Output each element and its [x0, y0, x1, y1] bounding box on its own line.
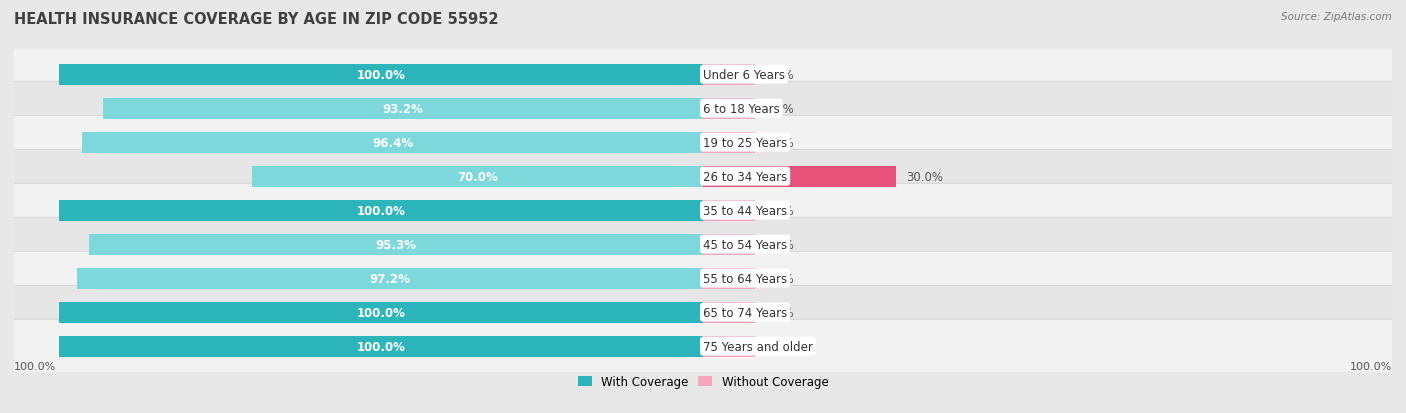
Bar: [252, 166, 703, 187]
FancyBboxPatch shape: [13, 285, 1393, 339]
Text: 35 to 44 Years: 35 to 44 Years: [703, 204, 787, 217]
Text: 30.0%: 30.0%: [905, 170, 943, 183]
Text: 2.8%: 2.8%: [765, 272, 794, 285]
Bar: [703, 268, 755, 289]
FancyBboxPatch shape: [13, 320, 1393, 373]
Text: 100.0%: 100.0%: [357, 204, 405, 217]
Text: Under 6 Years: Under 6 Years: [703, 69, 785, 81]
Bar: [77, 268, 703, 289]
Text: 100.0%: 100.0%: [357, 340, 405, 353]
FancyBboxPatch shape: [13, 82, 1393, 136]
Bar: [59, 64, 703, 85]
Bar: [703, 98, 755, 119]
Text: 75 Years and older: 75 Years and older: [703, 340, 813, 353]
Text: 100.0%: 100.0%: [357, 306, 405, 319]
Bar: [59, 302, 703, 323]
Text: 97.2%: 97.2%: [370, 272, 411, 285]
Text: 3.6%: 3.6%: [765, 136, 794, 149]
Text: 100.0%: 100.0%: [357, 69, 405, 81]
Text: 0.0%: 0.0%: [765, 204, 794, 217]
Legend: With Coverage, Without Coverage: With Coverage, Without Coverage: [572, 371, 834, 393]
Bar: [703, 132, 755, 153]
Text: 93.2%: 93.2%: [382, 102, 423, 115]
FancyBboxPatch shape: [13, 116, 1393, 170]
Text: 95.3%: 95.3%: [375, 238, 416, 251]
Text: 4.7%: 4.7%: [765, 238, 794, 251]
FancyBboxPatch shape: [13, 184, 1393, 237]
Text: 0.0%: 0.0%: [765, 306, 794, 319]
Bar: [703, 200, 755, 221]
FancyBboxPatch shape: [13, 48, 1393, 102]
Text: 0.0%: 0.0%: [765, 69, 794, 81]
FancyBboxPatch shape: [13, 150, 1393, 204]
Text: 45 to 54 Years: 45 to 54 Years: [703, 238, 787, 251]
Text: 6.8%: 6.8%: [765, 102, 794, 115]
Text: 26 to 34 Years: 26 to 34 Years: [703, 170, 787, 183]
Text: Source: ZipAtlas.com: Source: ZipAtlas.com: [1281, 12, 1392, 22]
Bar: [90, 234, 703, 255]
Bar: [83, 132, 703, 153]
Text: HEALTH INSURANCE COVERAGE BY AGE IN ZIP CODE 55952: HEALTH INSURANCE COVERAGE BY AGE IN ZIP …: [14, 12, 499, 27]
Text: 55 to 64 Years: 55 to 64 Years: [703, 272, 787, 285]
Text: 19 to 25 Years: 19 to 25 Years: [703, 136, 787, 149]
Bar: [703, 336, 755, 357]
FancyBboxPatch shape: [13, 252, 1393, 305]
Text: 100.0%: 100.0%: [1350, 361, 1392, 371]
Bar: [703, 302, 755, 323]
Text: 70.0%: 70.0%: [457, 170, 498, 183]
Text: 6 to 18 Years: 6 to 18 Years: [703, 102, 780, 115]
FancyBboxPatch shape: [13, 218, 1393, 271]
Bar: [59, 336, 703, 357]
Text: 100.0%: 100.0%: [14, 361, 56, 371]
Text: 65 to 74 Years: 65 to 74 Years: [703, 306, 787, 319]
Bar: [103, 98, 703, 119]
Text: 0.0%: 0.0%: [765, 340, 794, 353]
Bar: [703, 166, 896, 187]
Bar: [703, 234, 755, 255]
Text: 96.4%: 96.4%: [373, 136, 413, 149]
Bar: [703, 64, 755, 85]
Bar: [59, 200, 703, 221]
